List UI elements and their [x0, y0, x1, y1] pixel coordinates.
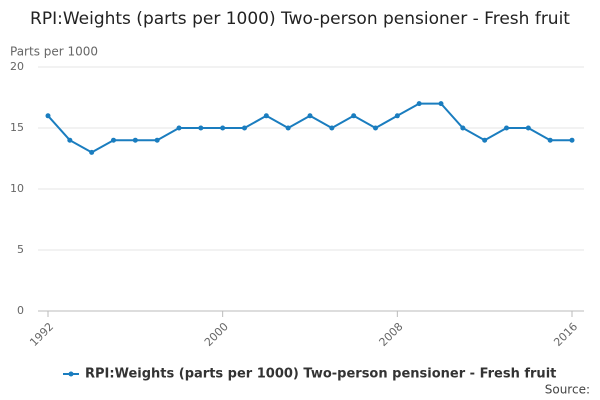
- point: [504, 125, 509, 131]
- point: [285, 125, 291, 131]
- y-tick-label: 20: [10, 60, 24, 73]
- point: [111, 137, 116, 143]
- point: [482, 137, 488, 143]
- x-tick-label: 2008: [377, 320, 406, 349]
- point: [351, 113, 357, 119]
- point: [154, 137, 160, 143]
- source: Source:: [545, 383, 590, 397]
- point: [416, 101, 422, 107]
- point: [525, 125, 531, 131]
- point: [220, 125, 226, 131]
- y-tick-label: 0: [17, 304, 24, 317]
- legend-marker: [68, 371, 74, 377]
- point: [307, 113, 313, 119]
- y-tick-label: 10: [10, 182, 24, 195]
- point: [569, 137, 575, 143]
- point: [176, 125, 182, 131]
- chart-title: RPI:Weights (parts per 1000) Two-person …: [30, 9, 570, 29]
- point: [132, 137, 138, 143]
- point: [373, 125, 378, 131]
- y-tick-label: 5: [17, 243, 24, 256]
- y-axis-label: Parts per 1000: [10, 45, 98, 59]
- x-tick-label: 2000: [202, 320, 231, 349]
- point: [263, 113, 269, 119]
- x-tick-label: 2016: [551, 320, 580, 349]
- point: [89, 149, 95, 155]
- point: [45, 113, 51, 119]
- point: [394, 113, 400, 119]
- point: [329, 125, 335, 131]
- point: [460, 125, 466, 131]
- point: [242, 125, 247, 131]
- point: [67, 137, 73, 143]
- legend-label: RPI:Weights (parts per 1000) Two-person …: [85, 367, 556, 382]
- point: [198, 125, 204, 131]
- x-tick-label: 1992: [27, 320, 56, 349]
- point: [438, 101, 444, 107]
- point: [547, 137, 553, 143]
- y-tick-label: 15: [10, 121, 24, 134]
